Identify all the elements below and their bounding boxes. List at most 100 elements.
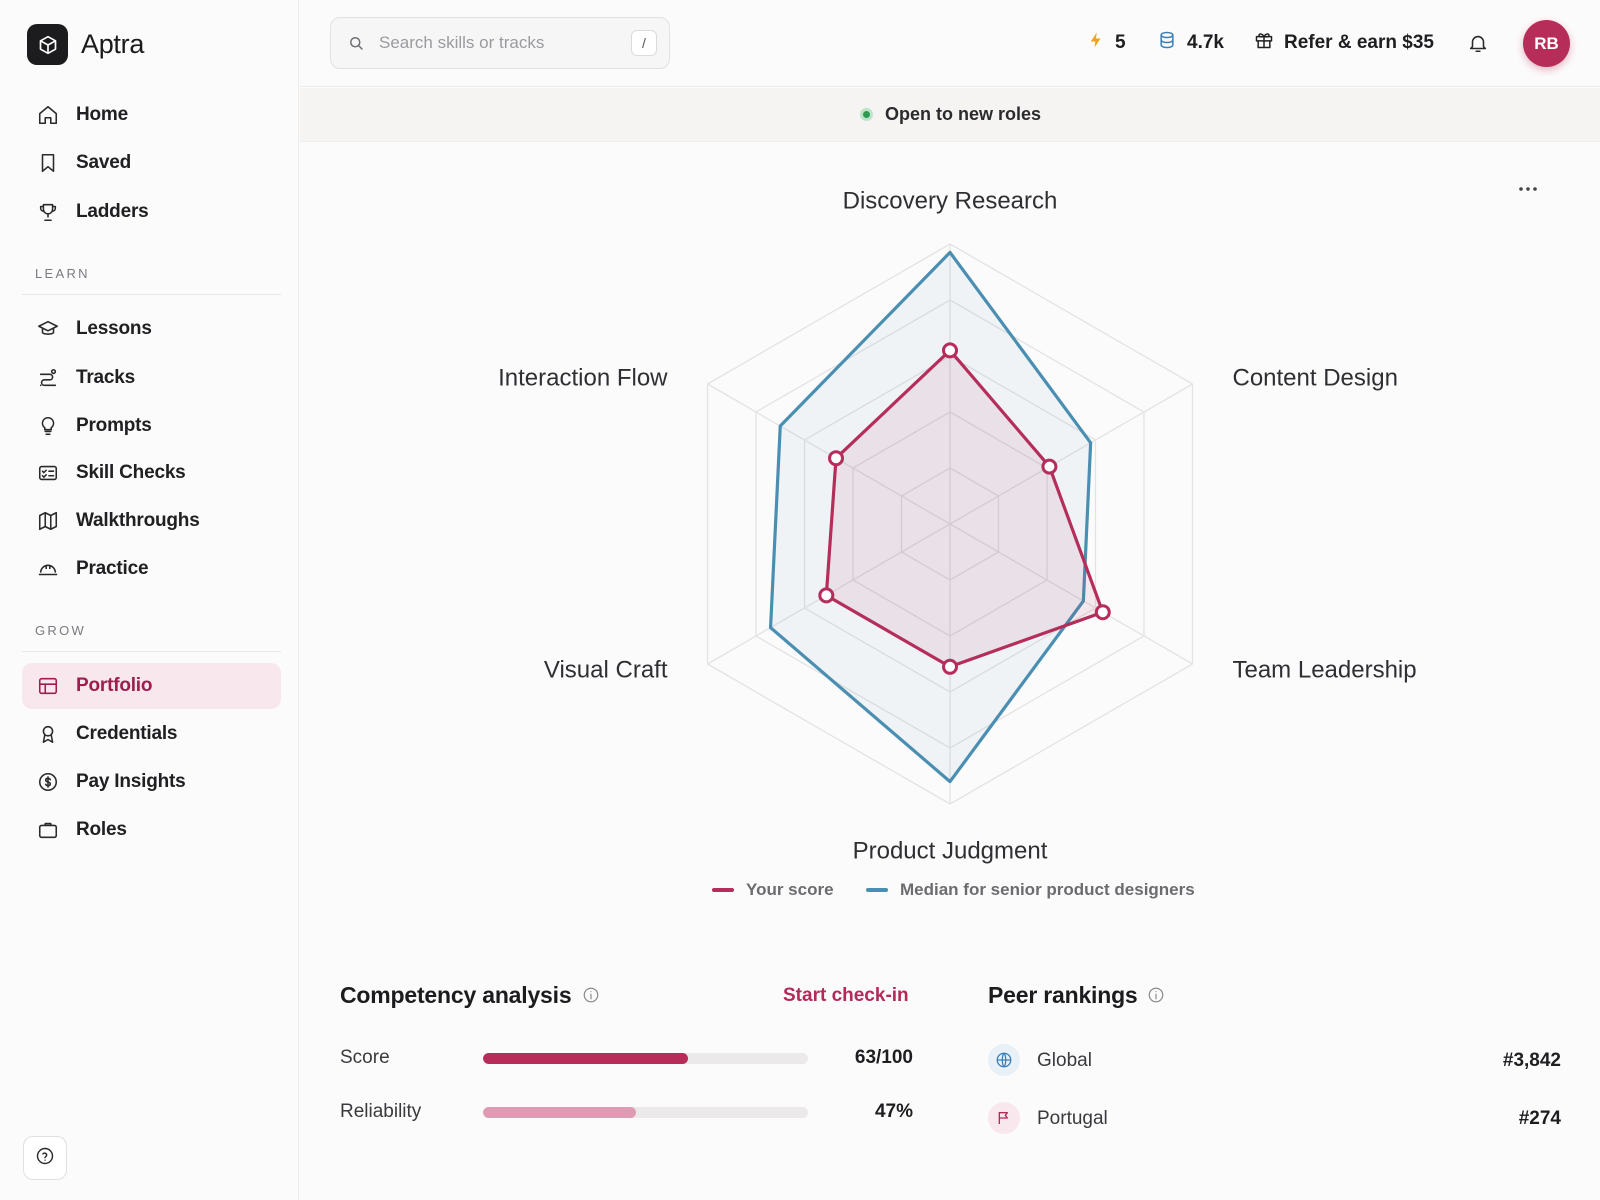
section-label-learn: LEARN (35, 266, 90, 281)
nav-item-label: Saved (76, 152, 131, 173)
help-button[interactable] (23, 1136, 67, 1180)
streak-counter[interactable]: 5 (1087, 30, 1126, 56)
status-text: Open to new roles (885, 104, 1042, 124)
search-input[interactable]: Search skills or tracks / (330, 17, 670, 69)
radar-axis-label: Interaction Flow (498, 364, 668, 391)
search-placeholder: Search skills or tracks (379, 33, 545, 52)
legend-label: Your score (746, 880, 834, 899)
radar-point (942, 658, 958, 675)
metric-value-reliability: 47% (874, 1101, 913, 1122)
reliability-progress-fill (483, 1107, 636, 1118)
radar-axis-label: Discovery Research (843, 187, 1058, 214)
metric-label-score: Score (340, 1047, 390, 1068)
streak-value: 5 (1115, 32, 1126, 53)
nav-item-label: Roles (76, 819, 127, 840)
info-icon[interactable] (582, 986, 600, 1004)
score-progress-bar (483, 1053, 808, 1064)
radar-axis-label: Product Judgment (853, 837, 1048, 864)
competency-title: Competency analysis (340, 982, 572, 1008)
route-icon (36, 366, 60, 390)
nav-item-skill-checks[interactable]: Skill Checks (22, 450, 281, 496)
nav-item-lessons[interactable]: Lessons (22, 306, 281, 352)
radar-axis-label: Content Design (1232, 364, 1397, 391)
search-shortcut-key: / (631, 30, 657, 56)
sidebar: Aptra Home Saved Ladders LEARN Lessons T… (0, 0, 299, 1200)
hard-hat-icon (36, 557, 60, 581)
nav-item-portfolio[interactable]: Portfolio (22, 663, 281, 709)
database-coins-icon (1157, 30, 1177, 56)
metric-value-score: 63/100 (854, 1047, 913, 1068)
start-check-in-button[interactable]: Start check-in (783, 985, 909, 1006)
nav-item-label: Credentials (76, 723, 178, 744)
nav-item-label: Prompts (76, 415, 152, 436)
nav-item-label: Ladders (76, 201, 149, 222)
nav-item-prompts[interactable]: Prompts (22, 403, 281, 449)
nav-item-label: Tracks (76, 367, 136, 388)
lightning-icon (1087, 30, 1105, 56)
radar-series-median (768, 250, 1093, 784)
ranking-label: Global (1037, 1050, 1092, 1071)
bookmark-icon (36, 151, 60, 175)
open-to-roles-status[interactable]: Open to new roles (860, 104, 1041, 125)
radar-axis-spoke (707, 383, 951, 525)
legend-item-your-score: Your score (712, 880, 834, 900)
avatar[interactable]: RB (1523, 20, 1570, 67)
nav-item-credentials[interactable]: Credentials (22, 711, 281, 757)
search-icon (347, 33, 367, 53)
gift-icon (1254, 30, 1274, 56)
lightbulb-icon (36, 414, 60, 438)
nav-item-label: Walkthroughs (76, 510, 200, 531)
metric-label-reliability: Reliability (340, 1101, 422, 1122)
legend-label: Median for senior product designers (900, 880, 1195, 899)
brand-logo-icon (27, 24, 68, 65)
credits-value: 4.7k (1187, 32, 1224, 53)
radar-axis-spoke (949, 383, 1193, 525)
ranking-value: #274 (1518, 1108, 1561, 1129)
nav-item-practice[interactable]: Practice (22, 546, 281, 592)
legend-swatch (712, 888, 734, 892)
status-banner: Open to new roles (300, 88, 1600, 142)
briefcase-icon (36, 818, 60, 842)
bell-icon[interactable] (1467, 32, 1491, 56)
refer-earn-link[interactable]: Refer & earn $35 (1254, 30, 1434, 56)
nav-item-label: Pay Insights (76, 771, 186, 792)
more-options-icon[interactable] (1516, 177, 1546, 207)
nav-item-label: Lessons (76, 318, 152, 339)
divider (22, 651, 281, 652)
legend-item-median: Median for senior product designers (866, 880, 1195, 900)
nav-item-roles[interactable]: Roles (22, 807, 281, 853)
info-icon[interactable] (1147, 986, 1165, 1004)
nav-item-ladders[interactable]: Ladders (22, 189, 281, 235)
radar-axis-label: Team Leadership (1232, 656, 1416, 683)
legend-swatch (866, 888, 888, 892)
status-dot-icon (860, 108, 873, 121)
question-circle-icon (35, 1146, 55, 1171)
nav-item-tracks[interactable]: Tracks (22, 355, 281, 401)
nav-item-label: Skill Checks (76, 462, 186, 483)
dollar-circle-icon (36, 770, 60, 794)
award-icon (36, 722, 60, 746)
credits-counter[interactable]: 4.7k (1157, 30, 1224, 56)
nav-item-home[interactable]: Home (22, 92, 281, 138)
radar-axis-label: Visual Craft (544, 656, 668, 683)
divider (22, 294, 281, 295)
nav-item-saved[interactable]: Saved (22, 140, 281, 186)
radar-point (1041, 458, 1058, 475)
radar-point (942, 342, 958, 359)
radar-point (828, 450, 845, 467)
home-icon (36, 103, 60, 127)
radar-point (818, 587, 835, 604)
radar-point (1094, 604, 1111, 621)
ranking-label: Portugal (1037, 1108, 1108, 1129)
checklist-card-icon (36, 461, 60, 485)
peer-rankings-title: Peer rankings (988, 982, 1138, 1008)
flag-icon (988, 1102, 1020, 1134)
nav-item-pay-insights[interactable]: Pay Insights (22, 759, 281, 805)
nav-item-walkthroughs[interactable]: Walkthroughs (22, 498, 281, 544)
topbar: Search skills or tracks / 5 4.7k Refer &… (300, 0, 1600, 87)
brand[interactable]: Aptra (27, 24, 144, 65)
map-icon (36, 509, 60, 533)
score-progress-fill (483, 1053, 688, 1064)
ranking-value: #3,842 (1502, 1050, 1561, 1071)
section-label-grow: GROW (35, 623, 87, 638)
